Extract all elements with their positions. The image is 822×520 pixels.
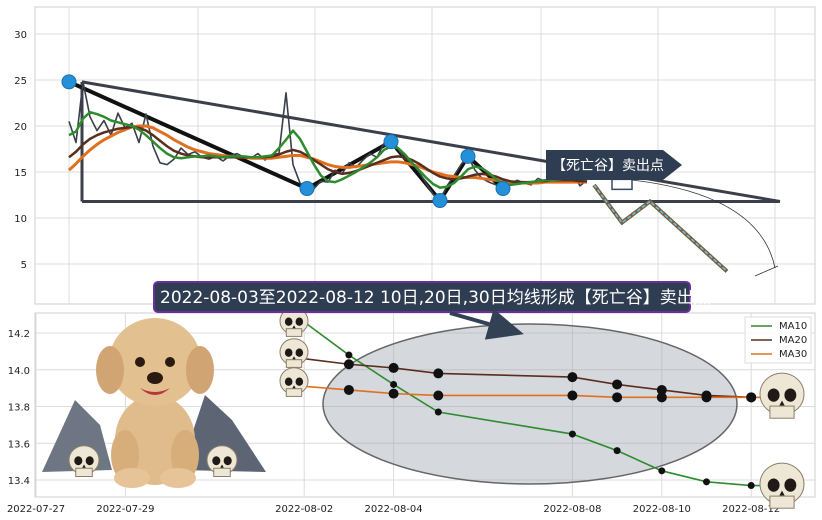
ma30-line	[67, 124, 587, 185]
skull-icon	[279, 367, 309, 397]
death-valley-arrow-label: 【死亡谷】卖出点	[552, 158, 664, 174]
bottom-y-tick-labels: 13.4 13.6 13.8 14.0 14.2	[8, 329, 30, 487]
projection-arc-tick	[754, 265, 779, 277]
top-gridlines	[35, 7, 815, 304]
pivot-marker	[432, 193, 448, 209]
ma20-line	[68, 125, 587, 184]
pivot-zigzag	[68, 80, 505, 204]
pivot-marker	[495, 181, 511, 197]
ma20-point	[656, 384, 667, 395]
skull-icons	[68, 307, 805, 509]
skull-icon	[759, 372, 805, 419]
bottom-ma-panel: 13.413.613.814.014.2 2022-07-27 2022-07-2…	[7, 307, 816, 515]
ma10-point	[747, 482, 755, 490]
ma10-point	[345, 351, 353, 359]
bottom-ma-lines	[303, 321, 778, 490]
death-valley-arrow: 【死亡谷】卖出点	[546, 150, 682, 180]
x-tick-label: 2022-08-04	[365, 504, 423, 515]
ma20-line	[304, 357, 778, 399]
top-plot-frame	[34, 6, 816, 305]
projection-arc	[631, 179, 776, 269]
ma30-point	[388, 388, 399, 399]
legend-label-ma10: MA10	[779, 321, 807, 332]
headline-banner: 2022-08-03至2022-08-12 10日,20日,30日均线形成【死亡…	[153, 281, 711, 340]
skull-icon	[206, 445, 238, 477]
legend: MA10 MA20 MA30	[744, 316, 812, 364]
headline-banner-text: 2022-08-03至2022-08-12 10日,20日,30日均线形成【死亡…	[160, 288, 711, 308]
x-tick-label: 2022-07-27	[7, 504, 65, 515]
top-annotation-shapes	[68, 80, 781, 277]
ma30-line	[304, 385, 778, 399]
ma30-point	[701, 392, 712, 403]
top-y-tick-label: 15	[14, 168, 27, 179]
ma30-point	[567, 390, 578, 401]
x-tick-label: 2022-08-12	[722, 504, 780, 515]
top-y-tick-label: 30	[14, 30, 27, 41]
pivot-marker	[61, 74, 77, 90]
ma20-point	[612, 379, 623, 390]
bottom-y-tick-label: 14.2	[8, 329, 30, 340]
headline-banner-box	[153, 281, 691, 313]
x-tick-labels: 2022-07-27 2022-07-29 2022-08-02 2022-08-04…	[7, 504, 780, 515]
projection-path-highlight	[593, 184, 728, 272]
ma10-point	[568, 430, 576, 438]
top-y-tick-label: 25	[14, 76, 27, 87]
ma10-line	[303, 321, 778, 487]
ma30-point	[746, 392, 757, 403]
top-price-panel: 5 10 15 20 25 30 【死亡谷】卖出点	[14, 6, 816, 305]
ma10-point	[613, 447, 621, 455]
bottom-y-tick-label: 13.6	[8, 439, 30, 450]
skull-icon	[68, 445, 100, 477]
ma20-point	[343, 359, 354, 370]
x-tick-label: 2022-08-10	[633, 504, 691, 515]
headline-pointer-arrow	[449, 308, 524, 340]
ma20-point	[388, 362, 399, 373]
bottom-y-tick-label: 13.8	[8, 403, 30, 414]
top-y-tick-label: 20	[14, 122, 27, 133]
top-y-tick-label: 5	[21, 260, 27, 271]
ma10-point	[434, 408, 442, 416]
pivot-marker	[383, 134, 399, 150]
skull-icon	[759, 462, 805, 509]
ma10-point	[703, 478, 710, 486]
x-tick-label: 2022-07-29	[96, 504, 154, 515]
legend-label-ma30: MA30	[779, 349, 807, 360]
ma10-point	[658, 467, 666, 475]
skull-icon	[279, 307, 309, 337]
ma10-point	[390, 380, 398, 388]
bottom-y-tick-label: 14.0	[8, 366, 30, 377]
ma30-point	[612, 392, 623, 403]
x-tick-label: 2022-08-08	[543, 504, 601, 515]
top-pivot-markers	[61, 74, 511, 209]
ma30-point	[656, 392, 667, 403]
pivot-marker	[299, 181, 315, 197]
top-y-tick-label: 10	[14, 214, 27, 225]
legend-label-ma20: MA20	[779, 335, 807, 346]
x-tick-label: 2022-08-02	[275, 504, 333, 515]
resistance-trendline	[81, 80, 781, 203]
ma20-point	[433, 368, 444, 379]
ma30-point	[433, 390, 444, 401]
ma20-point	[567, 372, 578, 383]
bottom-y-tick-label: 13.4	[8, 476, 30, 487]
ma30-point	[343, 384, 354, 395]
top-y-tick-labels: 5 10 15 20 25 30	[14, 30, 27, 271]
skull-icon	[279, 338, 309, 368]
pivot-marker	[460, 148, 476, 164]
death-valley-ellipse	[322, 323, 738, 485]
